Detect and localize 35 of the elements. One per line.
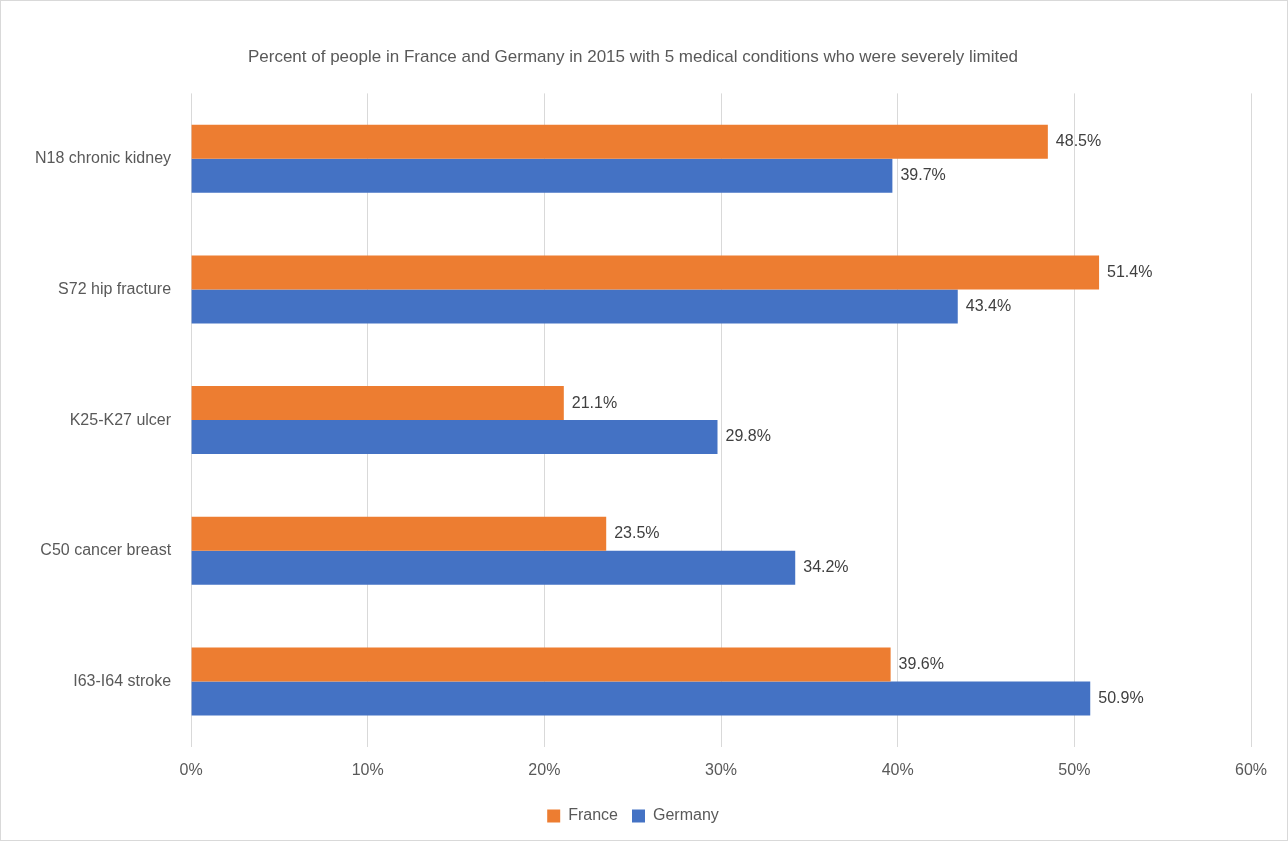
x-tick-label: 60% <box>1234 760 1268 778</box>
data-label: 39.7% <box>900 166 946 184</box>
y-tick-label: S72 hip fracture <box>58 279 172 297</box>
data-label: 34.2% <box>803 558 849 576</box>
data-label: 48.5% <box>1055 132 1102 150</box>
x-tick-label: 50% <box>1058 760 1091 778</box>
data-label: 50.9% <box>1098 688 1144 706</box>
legend-label: France <box>568 806 619 824</box>
bar <box>191 124 1048 159</box>
y-tick-label: N18 chronic kidney <box>34 149 172 167</box>
data-label: 39.6% <box>898 654 944 672</box>
data-label: 51.4% <box>1107 262 1153 280</box>
bar <box>191 550 796 585</box>
x-tick-label: 30% <box>705 760 738 778</box>
x-tick-label: 0% <box>179 760 203 778</box>
x-tick-label: 10% <box>351 760 384 778</box>
data-label: 29.8% <box>725 427 771 445</box>
y-tick-label: K25-K27 ulcer <box>69 410 172 428</box>
x-tick-label: 40% <box>881 760 914 778</box>
data-label: 43.4% <box>965 296 1012 314</box>
x-tick-label: 20% <box>528 760 561 778</box>
bar <box>191 386 564 421</box>
bar <box>191 420 718 455</box>
bar <box>191 516 607 551</box>
y-tick-label: I63-I64 stroke <box>73 671 172 689</box>
bar <box>191 158 893 193</box>
bar <box>191 681 1091 716</box>
y-tick-label: C50 cancer breast <box>40 541 172 559</box>
bar <box>191 647 891 682</box>
data-label: 23.5% <box>614 524 660 542</box>
chart-title: Percent of people in France and Germany in 2015 with 5 medical conditions who were severely limited <box>247 46 1019 66</box>
legend-label: Germany <box>653 806 719 824</box>
bar <box>191 289 958 324</box>
bar <box>191 255 1100 290</box>
data-label: 21.1% <box>571 393 618 411</box>
